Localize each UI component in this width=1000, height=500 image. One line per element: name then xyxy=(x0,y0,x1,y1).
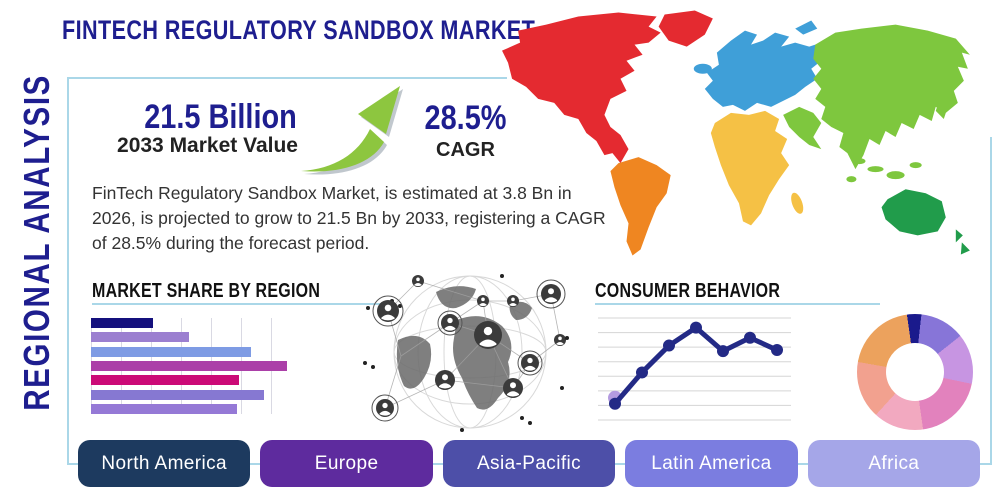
market-share-bar-1 xyxy=(91,318,154,328)
map-region-africa xyxy=(710,110,790,226)
map-region-asia xyxy=(813,24,970,170)
map-region-new-zealand xyxy=(955,229,970,255)
globe-network-illustration xyxy=(362,268,572,441)
market-share-bar-4 xyxy=(91,360,287,371)
consumer-behavior-section-title: CONSUMER BEHAVIOR xyxy=(595,280,781,302)
market-share-underline xyxy=(92,303,388,305)
consumer-behavior-chart xyxy=(598,312,793,432)
map-region-greenland xyxy=(658,10,713,47)
button-asia-pacific[interactable]: Asia-Pacific xyxy=(442,440,616,487)
map-region-australia xyxy=(881,189,946,236)
market-description: FinTech Regulatory Sandbox Market, is es… xyxy=(92,183,606,253)
network-nodes xyxy=(371,275,566,422)
growth-arrow-icon xyxy=(298,84,410,176)
cagr-label: CAGR xyxy=(436,139,495,161)
market-value-stat: 21.5 Billion xyxy=(144,98,297,136)
map-region-south-america xyxy=(610,157,671,256)
cagr-stat: 28.5% xyxy=(424,99,507,137)
market-share-bar-2 xyxy=(91,332,189,343)
consumer-behavior-underline xyxy=(595,303,880,305)
map-region-madagascar xyxy=(791,192,804,214)
donut-hole xyxy=(886,343,944,401)
map-region-novaya xyxy=(795,20,818,35)
button-africa[interactable]: Africa xyxy=(807,440,981,487)
scatter-dots xyxy=(363,274,569,432)
map-region-middle-east xyxy=(783,106,822,150)
panel-border-left xyxy=(67,77,69,465)
market-share-bar-3 xyxy=(91,346,252,357)
region-button-row: North America Europe Asia-Pacific Latin … xyxy=(78,440,981,487)
world-map xyxy=(498,2,1000,269)
map-region-north-america xyxy=(502,12,661,164)
side-label-regional-analysis: REGIONAL ANALYSIS xyxy=(16,73,57,411)
map-region-europe xyxy=(704,30,830,111)
button-latin-america[interactable]: Latin America xyxy=(625,440,798,487)
market-share-bar-7 xyxy=(91,403,237,414)
market-share-bars xyxy=(91,318,299,414)
regional-donut-chart xyxy=(857,314,973,430)
map-region-iceland xyxy=(693,63,712,74)
page-title: FINTECH REGULATORY SANDBOX MARKET xyxy=(62,15,536,45)
panel-border-top xyxy=(67,77,507,79)
leader-dot xyxy=(398,304,402,308)
button-europe[interactable]: Europe xyxy=(260,440,433,487)
button-north-america[interactable]: North America xyxy=(78,440,251,487)
map-region-se-asia xyxy=(846,158,922,183)
market-share-bar-6 xyxy=(91,389,264,400)
panel-border-right xyxy=(990,137,992,465)
market-share-section-title: MARKET SHARE BY REGION xyxy=(92,280,321,302)
market-share-bar-5 xyxy=(91,375,239,386)
market-value-label: 2033 Market Value xyxy=(117,134,298,157)
